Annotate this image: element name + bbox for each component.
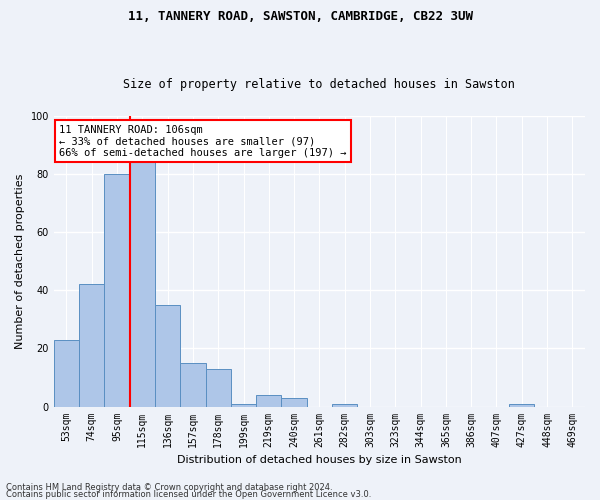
Bar — [79, 284, 104, 406]
Bar — [206, 369, 231, 406]
Text: Contains public sector information licensed under the Open Government Licence v3: Contains public sector information licen… — [6, 490, 371, 499]
Bar — [155, 305, 180, 406]
Bar — [256, 395, 281, 406]
Title: Size of property relative to detached houses in Sawston: Size of property relative to detached ho… — [124, 78, 515, 91]
X-axis label: Distribution of detached houses by size in Sawston: Distribution of detached houses by size … — [177, 455, 462, 465]
Y-axis label: Number of detached properties: Number of detached properties — [15, 174, 25, 349]
Bar — [104, 174, 130, 406]
Bar — [281, 398, 307, 406]
Text: Contains HM Land Registry data © Crown copyright and database right 2024.: Contains HM Land Registry data © Crown c… — [6, 484, 332, 492]
Bar — [231, 404, 256, 406]
Text: 11 TANNERY ROAD: 106sqm
← 33% of detached houses are smaller (97)
66% of semi-de: 11 TANNERY ROAD: 106sqm ← 33% of detache… — [59, 124, 347, 158]
Bar — [130, 162, 155, 406]
Bar — [332, 404, 358, 406]
Text: 11, TANNERY ROAD, SAWSTON, CAMBRIDGE, CB22 3UW: 11, TANNERY ROAD, SAWSTON, CAMBRIDGE, CB… — [128, 10, 473, 23]
Bar — [509, 404, 535, 406]
Bar — [54, 340, 79, 406]
Bar — [180, 363, 206, 406]
